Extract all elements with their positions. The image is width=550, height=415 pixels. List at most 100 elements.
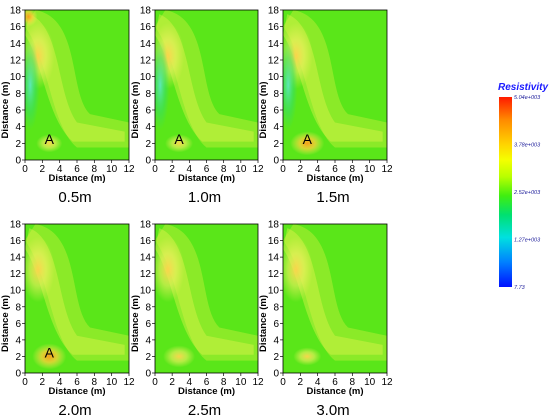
y-tick-label: 4 <box>15 335 21 346</box>
y-tick-label: 14 <box>10 39 22 50</box>
depth-caption: 2.5m <box>188 402 221 415</box>
y-tick-label: 6 <box>273 106 279 117</box>
x-tick-label: 4 <box>187 164 193 175</box>
x-tick-label: 12 <box>252 164 264 175</box>
y-tick-label: 4 <box>145 335 151 346</box>
y-tick-label: 8 <box>15 302 21 313</box>
x-tick-label: 4 <box>57 377 63 388</box>
y-tick-label: 16 <box>268 236 280 247</box>
x-tick-label: 2 <box>40 164 46 175</box>
x-tick-label: 8 <box>92 377 98 388</box>
x-tick-label: 8 <box>221 377 227 388</box>
x-tick-label: 6 <box>74 164 80 175</box>
x-axis-label: Distance (m) <box>306 173 363 184</box>
y-tick-label: 2 <box>145 352 151 363</box>
x-tick-label: 12 <box>381 164 393 175</box>
y-tick-label: 2 <box>273 139 279 150</box>
y-tick-label: 18 <box>10 220 22 231</box>
x-tick-label: 8 <box>221 164 227 175</box>
x-tick-label: 10 <box>106 377 118 388</box>
x-tick-label: 2 <box>298 377 304 388</box>
resistivity-field <box>25 224 129 373</box>
x-tick-label: 4 <box>187 377 193 388</box>
anomaly-marker: A <box>174 131 184 147</box>
depth-caption: 1.5m <box>316 189 349 206</box>
y-tick-label: 0 <box>145 369 151 380</box>
y-tick-label: 14 <box>268 253 280 264</box>
y-tick-label: 8 <box>273 89 279 100</box>
colorbar-tick-label: 5.04e+003 <box>514 95 541 101</box>
colorbar-tick-label: 2.52e+003 <box>513 190 541 196</box>
x-tick-label: 0 <box>280 164 286 175</box>
y-axis-label: Distance (m) <box>258 295 269 352</box>
x-axis-label: Distance (m) <box>178 173 235 184</box>
y-tick-label: 12 <box>268 269 280 280</box>
y-tick-label: 8 <box>145 89 151 100</box>
y-tick-label: 4 <box>15 122 21 133</box>
anomaly-marker: A <box>303 131 313 147</box>
y-tick-label: 14 <box>268 39 280 50</box>
depth-caption: 1.0m <box>188 189 221 206</box>
x-tick-label: 10 <box>364 164 376 175</box>
y-tick-label: 18 <box>268 6 280 17</box>
y-tick-label: 14 <box>10 253 22 264</box>
colorbar-tick-label: 7.73 <box>514 285 526 291</box>
y-tick-label: 6 <box>145 319 151 330</box>
y-axis-label: Distance (m) <box>258 81 269 138</box>
y-tick-label: 18 <box>268 220 280 231</box>
y-tick-label: 4 <box>273 335 279 346</box>
y-tick-label: 16 <box>140 22 152 33</box>
x-axis-label: Distance (m) <box>178 386 235 397</box>
x-tick-label: 0 <box>280 377 286 388</box>
y-axis-label: Distance (m) <box>0 295 11 352</box>
x-tick-label: 6 <box>74 377 80 388</box>
depth-caption: 2.0m <box>58 402 91 415</box>
y-tick-label: 0 <box>273 156 279 167</box>
x-tick-label: 4 <box>315 164 321 175</box>
x-tick-label: 6 <box>204 377 210 388</box>
y-tick-label: 0 <box>145 156 151 167</box>
colorbar-tick-label: 1.27e+003 <box>514 237 541 243</box>
y-tick-label: 14 <box>140 253 152 264</box>
y-tick-label: 12 <box>140 269 152 280</box>
x-tick-label: 8 <box>92 164 98 175</box>
y-axis-label: Distance (m) <box>130 81 141 138</box>
y-tick-label: 2 <box>145 139 151 150</box>
resistivity-field <box>283 10 387 160</box>
y-axis-label: Distance (m) <box>0 81 11 138</box>
colorbar-gradient <box>499 97 512 287</box>
colorbar-title: Resistivity <box>498 82 548 93</box>
y-tick-label: 18 <box>140 6 152 17</box>
resistivity-field <box>155 10 258 160</box>
x-tick-label: 6 <box>204 164 210 175</box>
x-tick-label: 10 <box>106 164 118 175</box>
x-tick-label: 12 <box>252 377 264 388</box>
y-tick-label: 2 <box>15 352 21 363</box>
y-tick-label: 16 <box>10 236 22 247</box>
resistivity-field <box>25 10 129 160</box>
x-tick-label: 2 <box>40 377 46 388</box>
x-tick-label: 10 <box>364 377 376 388</box>
y-tick-label: 12 <box>140 56 152 67</box>
y-tick-label: 10 <box>10 72 22 83</box>
y-tick-label: 6 <box>273 319 279 330</box>
y-axis-label: Distance (m) <box>130 295 141 352</box>
x-tick-label: 2 <box>298 164 304 175</box>
x-tick-label: 0 <box>22 377 28 388</box>
y-tick-label: 14 <box>140 39 152 50</box>
colorbar: Resistivity 5.04e+003 3.78e+003 2.52e+003 1.… <box>498 82 548 291</box>
y-tick-label: 16 <box>10 22 22 33</box>
y-tick-label: 18 <box>140 220 152 231</box>
y-tick-label: 6 <box>145 106 151 117</box>
y-tick-label: 16 <box>140 236 152 247</box>
y-tick-label: 0 <box>273 369 279 380</box>
anomaly-marker: A <box>45 344 55 360</box>
x-tick-label: 2 <box>169 377 175 388</box>
y-tick-label: 4 <box>145 122 151 133</box>
